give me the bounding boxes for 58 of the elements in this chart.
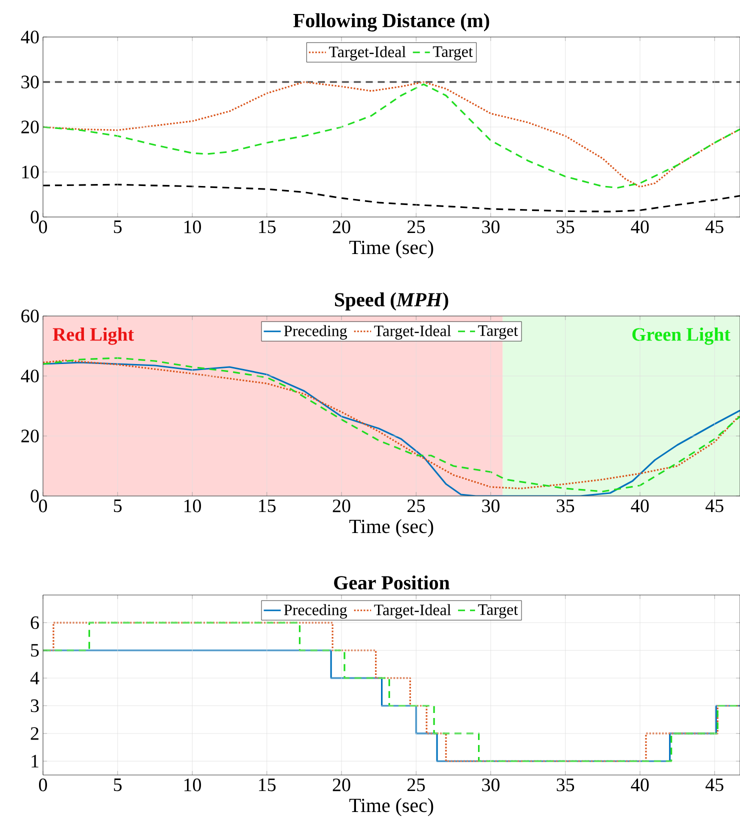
x-tick-label: 45: [705, 778, 724, 792]
x-tick-label: 10: [184, 778, 201, 792]
y-tick-label: 40: [20, 370, 39, 382]
x-tick-label: 40: [630, 220, 649, 234]
y-tick-label: 40: [20, 30, 39, 44]
y-tick-label: 30: [21, 76, 39, 88]
x-tick-label: 5: [114, 500, 122, 512]
band-label: Green Light: [632, 328, 730, 345]
x-axis-title: Time (sec): [349, 240, 434, 258]
legend-label: Target: [478, 325, 518, 340]
y-tick-label: 10: [22, 166, 39, 178]
x-tick-label: 40: [630, 500, 649, 512]
y-tick-label: 1: [32, 754, 38, 768]
x-tick-label: 15: [258, 778, 276, 792]
chart-title: Speed (MPH): [334, 292, 448, 310]
chart-title: Following Distance (m): [293, 13, 490, 32]
x-tick-label: 20: [332, 220, 350, 234]
y-tick-label: 20: [21, 120, 39, 134]
x-axis-title: Time (sec): [349, 798, 434, 816]
legend-label: Preceding: [284, 325, 347, 340]
y-tick-label: 3: [30, 699, 39, 712]
x-tick-label: 35: [556, 500, 574, 512]
band-label: Red Light: [52, 328, 134, 345]
chart-title: Gear Position: [334, 575, 450, 590]
y-tick-label: 0: [30, 490, 39, 502]
x-tick-label: 45: [705, 220, 724, 234]
x-tick-label: 30: [482, 778, 500, 792]
legend-label: Target: [432, 46, 473, 60]
y-tick-label: 5: [31, 644, 39, 657]
x-axis-title: Time (sec): [349, 519, 434, 538]
y-tick-label: 6: [30, 616, 39, 630]
x-tick-label: 15: [258, 220, 276, 234]
x-tick-label: 20: [332, 500, 350, 512]
legend-label: Target: [478, 604, 518, 618]
y-tick-label: 2: [30, 727, 38, 740]
x-tick-label: 40: [630, 778, 649, 792]
x-tick-label: 35: [556, 220, 574, 234]
x-tick-label: 5: [114, 220, 122, 234]
x-tick-label: 25: [407, 778, 425, 792]
x-tick-label: 10: [184, 500, 201, 512]
legend-label: Target-Ideal: [328, 46, 406, 61]
x-tick-label: 30: [482, 220, 500, 234]
x-tick-label: 35: [556, 778, 574, 792]
y-tick-label: 4: [30, 672, 40, 684]
x-tick-label: 20: [332, 778, 350, 792]
x-tick-label: 25: [407, 220, 425, 234]
x-tick-label: 25: [407, 500, 425, 512]
x-tick-label: 10: [184, 220, 201, 234]
legend-label: Target-Ideal: [374, 604, 451, 619]
y-tick-label: 60: [21, 310, 39, 322]
legend-label: Target-Ideal: [374, 325, 451, 340]
x-tick-label: 30: [482, 500, 500, 512]
x-tick-label: 5: [114, 778, 122, 792]
x-tick-label: 45: [705, 500, 724, 512]
y-tick-label: 0: [30, 210, 39, 224]
y-tick-label: 20: [21, 430, 39, 442]
x-tick-label: 15: [258, 500, 276, 512]
legend-label: Preceding: [284, 604, 347, 619]
